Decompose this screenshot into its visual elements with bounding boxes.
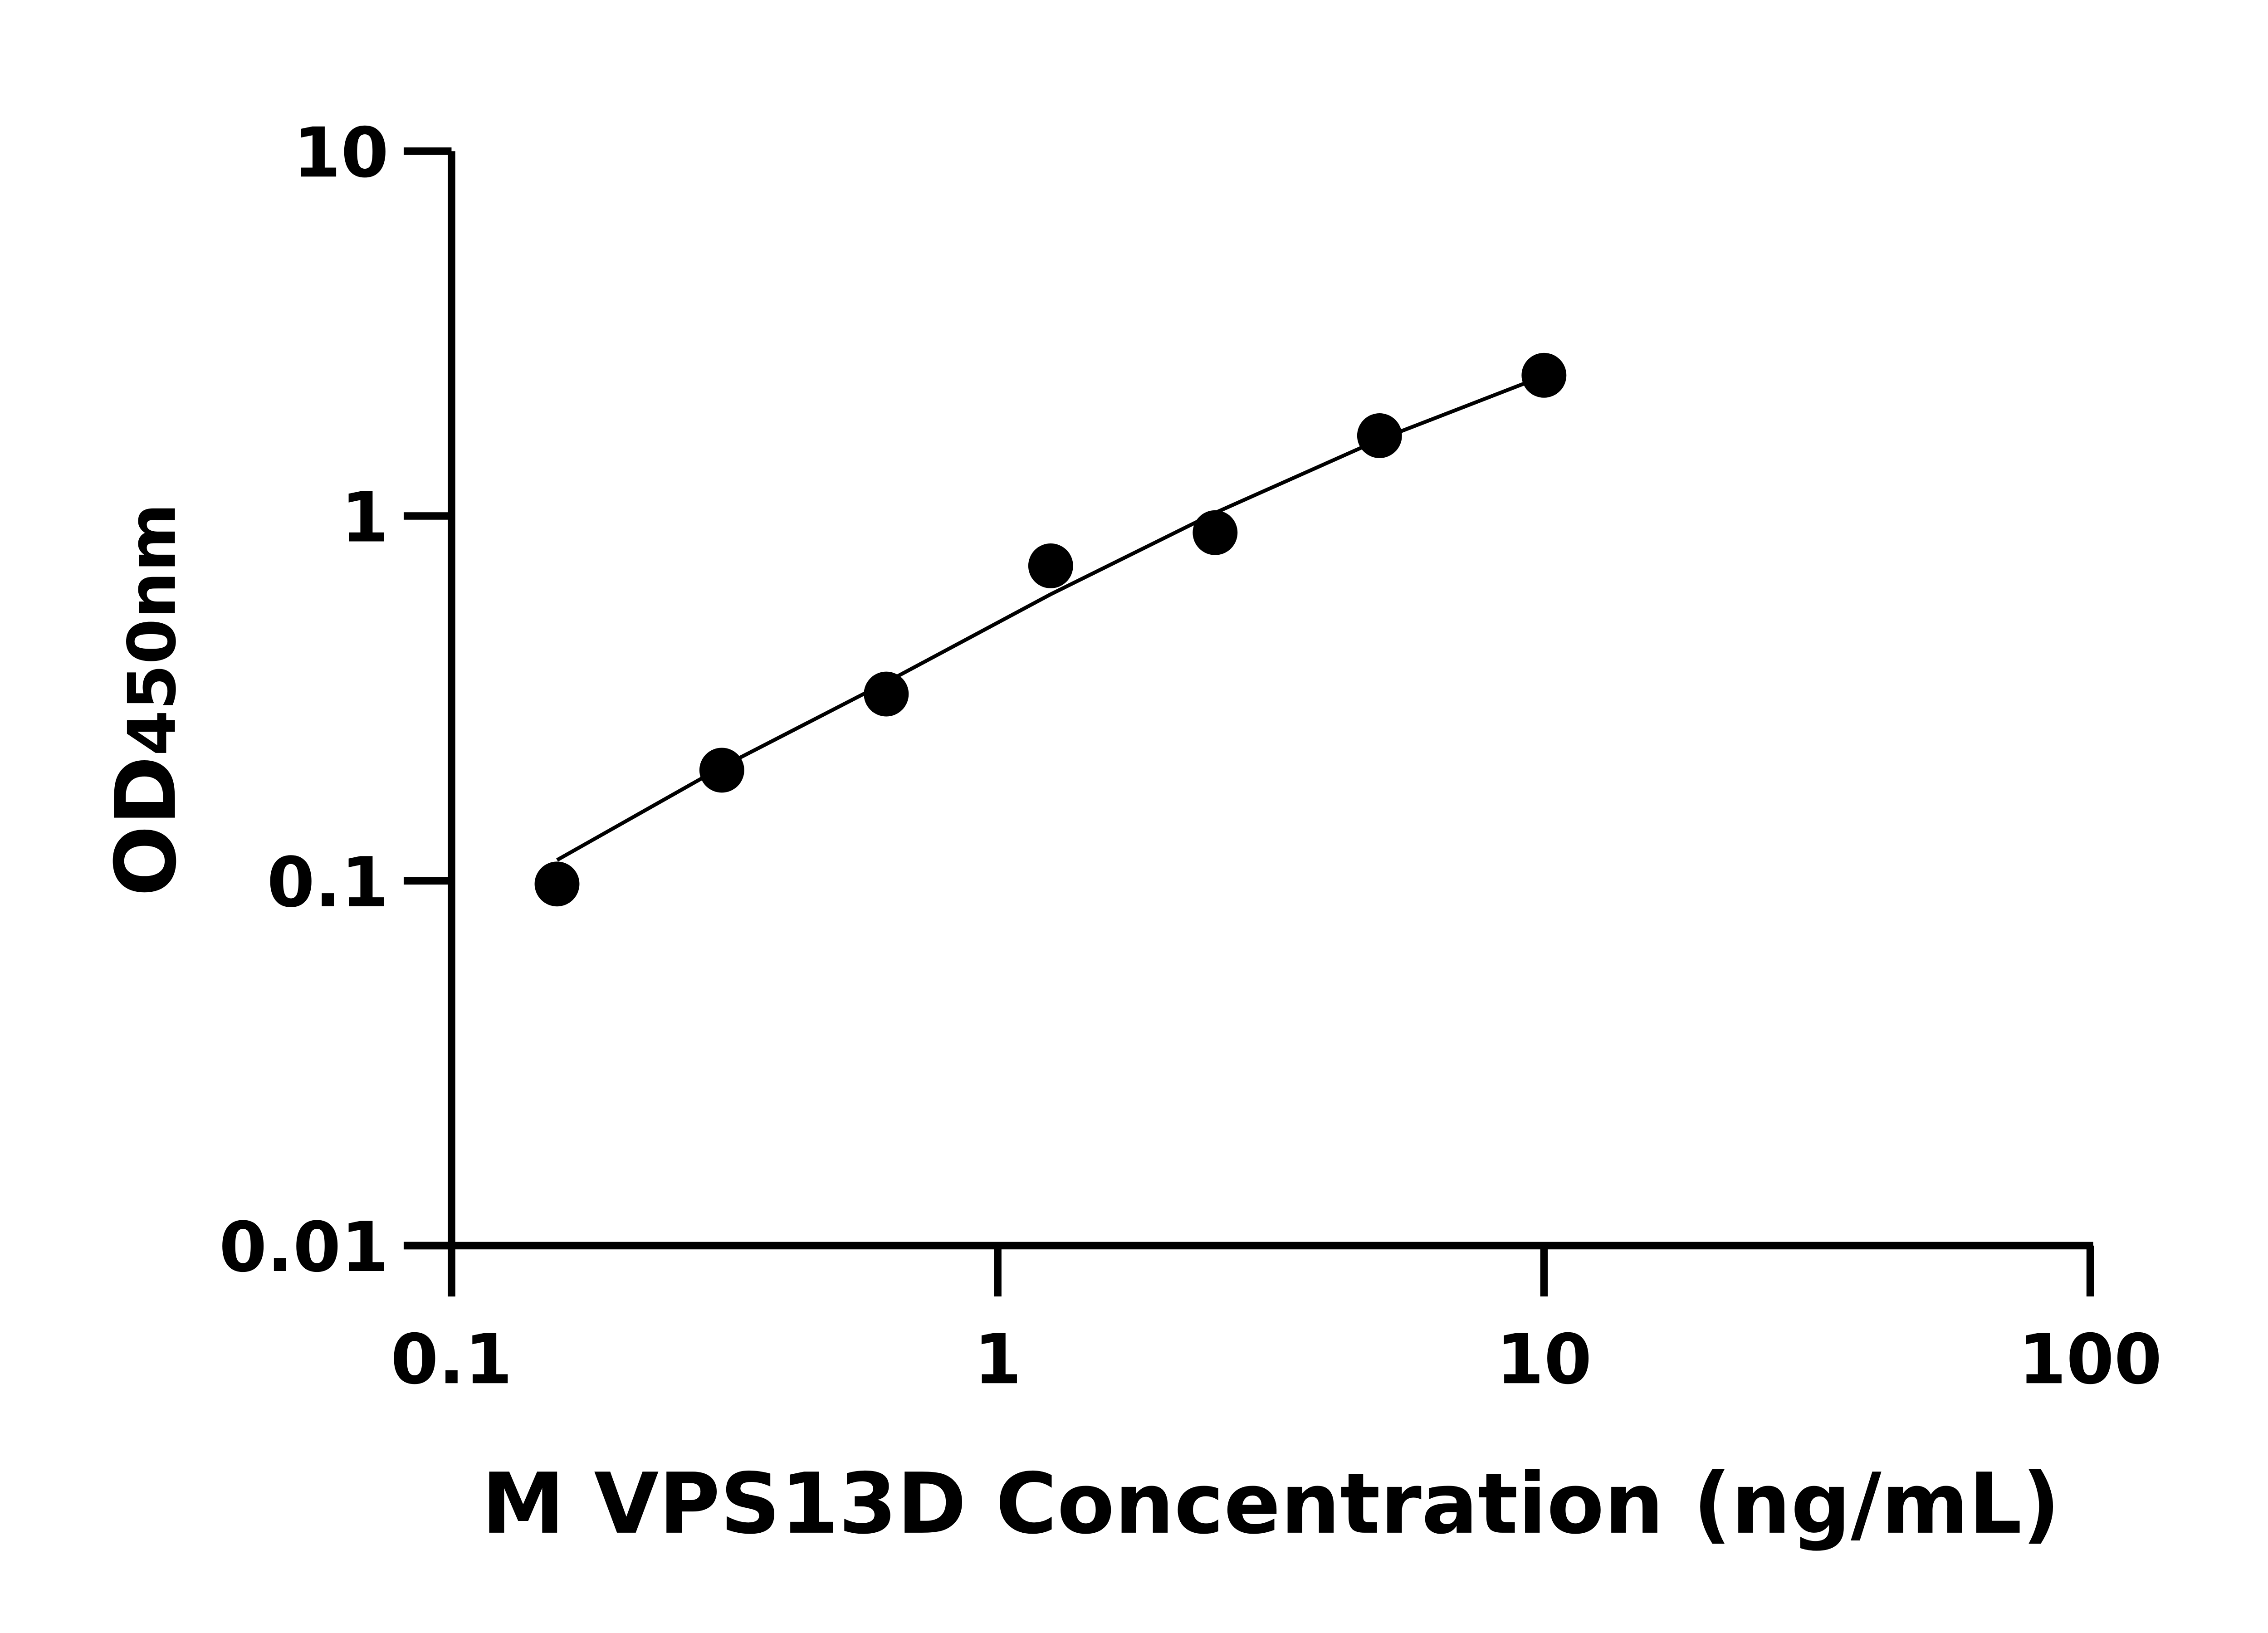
y-ticks: 0.01 0.1 1 10 (219, 112, 452, 1287)
data-point (1028, 543, 1073, 588)
x-tick-label: 0.1 (391, 1319, 513, 1399)
data-point (1521, 352, 1567, 398)
data-point (1193, 510, 1238, 555)
y-tick-label: 1 (341, 478, 389, 558)
x-tick-label: 100 (2019, 1319, 2162, 1399)
data-point (1357, 413, 1402, 458)
x-tick-label: 10 (1496, 1319, 1592, 1399)
data-point (864, 671, 909, 717)
y-tick-label: 0.01 (219, 1207, 389, 1287)
data-points (534, 352, 1567, 907)
axes (403, 151, 2093, 1297)
data-point (534, 861, 580, 907)
x-axis-label: M VPS13D Concentration (ng/mL) (482, 1455, 2060, 1553)
y-tick-label: 0.1 (267, 842, 389, 923)
y-tick-label: 10 (293, 112, 389, 193)
data-point (699, 748, 744, 793)
y-axis-label-sub: 450nm (114, 503, 191, 756)
x-ticks: 0.1 1 10 100 (391, 1245, 2162, 1399)
y-axis-label-main: OD (98, 756, 195, 896)
y-axis-label: OD450nm (98, 503, 195, 896)
x-tick-label: 1 (974, 1319, 1022, 1399)
